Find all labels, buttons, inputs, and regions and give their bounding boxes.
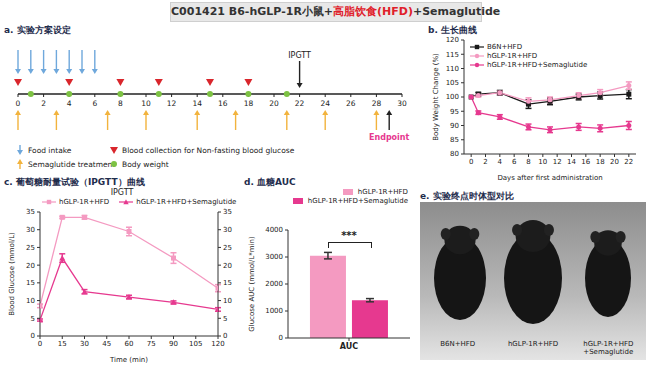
html-text:B6N+HFD: B6N+HFD <box>440 340 476 348</box>
svg-text:1000: 1000 <box>265 307 283 315</box>
svg-text:5: 5 <box>31 315 35 323</box>
svg-text:30: 30 <box>223 226 232 234</box>
html-text:hGLP-1R+HFD+Semaglutide: hGLP-1R+HFD+Semaglutide <box>136 198 237 206</box>
html-text:b. 生长曲线: b. 生长曲线 <box>428 25 477 35</box>
svg-text:2: 2 <box>41 99 46 108</box>
svg-text:24: 24 <box>320 99 330 108</box>
svg-text:115: 115 <box>446 51 459 59</box>
svg-text:IPGTT: IPGTT <box>288 51 311 60</box>
html-text:c. 葡萄糖耐量试验（IPGTT）曲线: c. 葡萄糖耐量试验（IPGTT）曲线 <box>4 177 145 187</box>
svg-text:Semaglutide treatment: Semaglutide treatment <box>28 160 115 169</box>
svg-text:10: 10 <box>26 297 35 305</box>
svg-text:90: 90 <box>450 122 459 130</box>
svg-text:90: 90 <box>169 340 178 348</box>
html-text:e. 实验终点时体型对比: e. 实验终点时体型对比 <box>420 191 514 201</box>
svg-text:3000: 3000 <box>265 253 283 261</box>
svg-text:60: 60 <box>125 340 134 348</box>
svg-text:16: 16 <box>581 158 590 166</box>
svg-text:85: 85 <box>450 136 459 144</box>
svg-text:10: 10 <box>223 297 232 305</box>
svg-text:10: 10 <box>538 158 547 166</box>
svg-text:22: 22 <box>295 99 305 108</box>
html-text:hGLP-1R+HFD: hGLP-1R+HFD <box>59 198 110 206</box>
html-text:d. 血糖AUC: d. 血糖AUC <box>244 177 296 187</box>
svg-text:Blood collection for Non-fasti: Blood collection for Non-fasting blood g… <box>122 146 295 155</box>
html-text:B6N+HFD: B6N+HFD <box>487 43 522 51</box>
svg-text:12: 12 <box>553 158 562 166</box>
svg-text:20: 20 <box>223 262 232 270</box>
html-text:IPGTT: IPGTT <box>110 188 134 197</box>
svg-text:25: 25 <box>223 244 232 252</box>
svg-text:12: 12 <box>167 99 177 108</box>
svg-text:5: 5 <box>223 315 227 323</box>
svg-text:105: 105 <box>446 79 459 87</box>
svg-text:Blood Glucose (mmol/L): Blood Glucose (mmol/L) <box>8 232 16 316</box>
svg-text:28: 28 <box>372 99 382 108</box>
svg-text:0: 0 <box>279 334 283 342</box>
svg-text:95: 95 <box>450 108 459 116</box>
svg-text:120: 120 <box>446 36 459 44</box>
svg-text:4: 4 <box>67 99 72 108</box>
svg-text:4: 4 <box>498 158 503 166</box>
svg-text:35: 35 <box>26 208 35 216</box>
svg-text:22: 22 <box>624 158 633 166</box>
svg-text:14: 14 <box>567 158 576 166</box>
svg-text:75: 75 <box>147 340 156 348</box>
html-text:hGLP-1R+HFD+Semaglutide: hGLP-1R+HFD+Semaglutide <box>487 61 588 69</box>
svg-text:15: 15 <box>26 279 35 287</box>
svg-text:105: 105 <box>189 340 202 348</box>
svg-text:0: 0 <box>38 340 42 348</box>
svg-text:0: 0 <box>469 158 473 166</box>
html-text:a. 实验方案设定: a. 实验方案设定 <box>4 25 71 35</box>
svg-text:4000: 4000 <box>265 226 283 234</box>
svg-text:AUC: AUC <box>340 342 358 351</box>
svg-text:2000: 2000 <box>265 280 283 288</box>
svg-text:15: 15 <box>58 340 67 348</box>
svg-text:25: 25 <box>26 244 35 252</box>
svg-text:Glucose AUC (mmol/L*min): Glucose AUC (mmol/L*min) <box>248 236 256 332</box>
svg-text:100: 100 <box>446 93 459 101</box>
svg-text:0: 0 <box>223 332 227 340</box>
svg-text:30: 30 <box>80 340 89 348</box>
svg-text:20: 20 <box>610 158 619 166</box>
svg-text:0: 0 <box>31 332 35 340</box>
svg-text:Food intake: Food intake <box>28 146 72 155</box>
svg-text:Time (min): Time (min) <box>109 356 148 364</box>
svg-text:10: 10 <box>141 99 151 108</box>
svg-text:30: 30 <box>26 226 35 234</box>
svg-text:20: 20 <box>269 99 279 108</box>
html-text:hGLP-1R+HFD: hGLP-1R+HFD <box>507 340 559 348</box>
svg-text:0: 0 <box>16 99 21 108</box>
html-text:C001421 B6-hGLP-1R小鼠+高脂饮食(HFD): C001421 B6-hGLP-1R小鼠+高脂饮食(HFD) +Semaglut… <box>171 5 501 18</box>
svg-text:18: 18 <box>244 99 254 108</box>
html-text:hGLP-1R+HFD: hGLP-1R+HFD <box>487 52 538 60</box>
svg-text:6: 6 <box>512 158 517 166</box>
svg-text:15: 15 <box>223 279 232 287</box>
svg-text:Body Weight Change (%): Body Weight Change (%) <box>432 53 440 141</box>
svg-text:35: 35 <box>223 208 232 216</box>
svg-text:30: 30 <box>397 99 407 108</box>
svg-text:16: 16 <box>218 99 228 108</box>
svg-text:120: 120 <box>211 340 224 348</box>
svg-text:20: 20 <box>26 262 35 270</box>
svg-text:14: 14 <box>192 99 202 108</box>
svg-text:110: 110 <box>446 65 459 73</box>
html-text:hGLP-1R+HFD +Semaglutide: hGLP-1R+HFD +Semaglutide <box>583 340 634 356</box>
svg-text:Body weight: Body weight <box>122 160 169 169</box>
svg-text:80: 80 <box>450 150 459 158</box>
svg-text:8: 8 <box>526 158 530 166</box>
svg-text:18: 18 <box>596 158 605 166</box>
svg-text:2: 2 <box>483 158 487 166</box>
svg-text:6: 6 <box>92 99 97 108</box>
html-text:hGLP-1R+HFD+Semaglutide: hGLP-1R+HFD+Semaglutide <box>307 197 408 205</box>
html-text:hGLP-1R+HFD: hGLP-1R+HFD <box>357 188 408 196</box>
svg-text:Endpoint: Endpoint <box>369 133 410 142</box>
svg-text:45: 45 <box>102 340 111 348</box>
svg-text:8: 8 <box>118 99 123 108</box>
svg-text:Days after first administratio: Days after first administration <box>497 174 602 182</box>
svg-text:26: 26 <box>346 99 356 108</box>
